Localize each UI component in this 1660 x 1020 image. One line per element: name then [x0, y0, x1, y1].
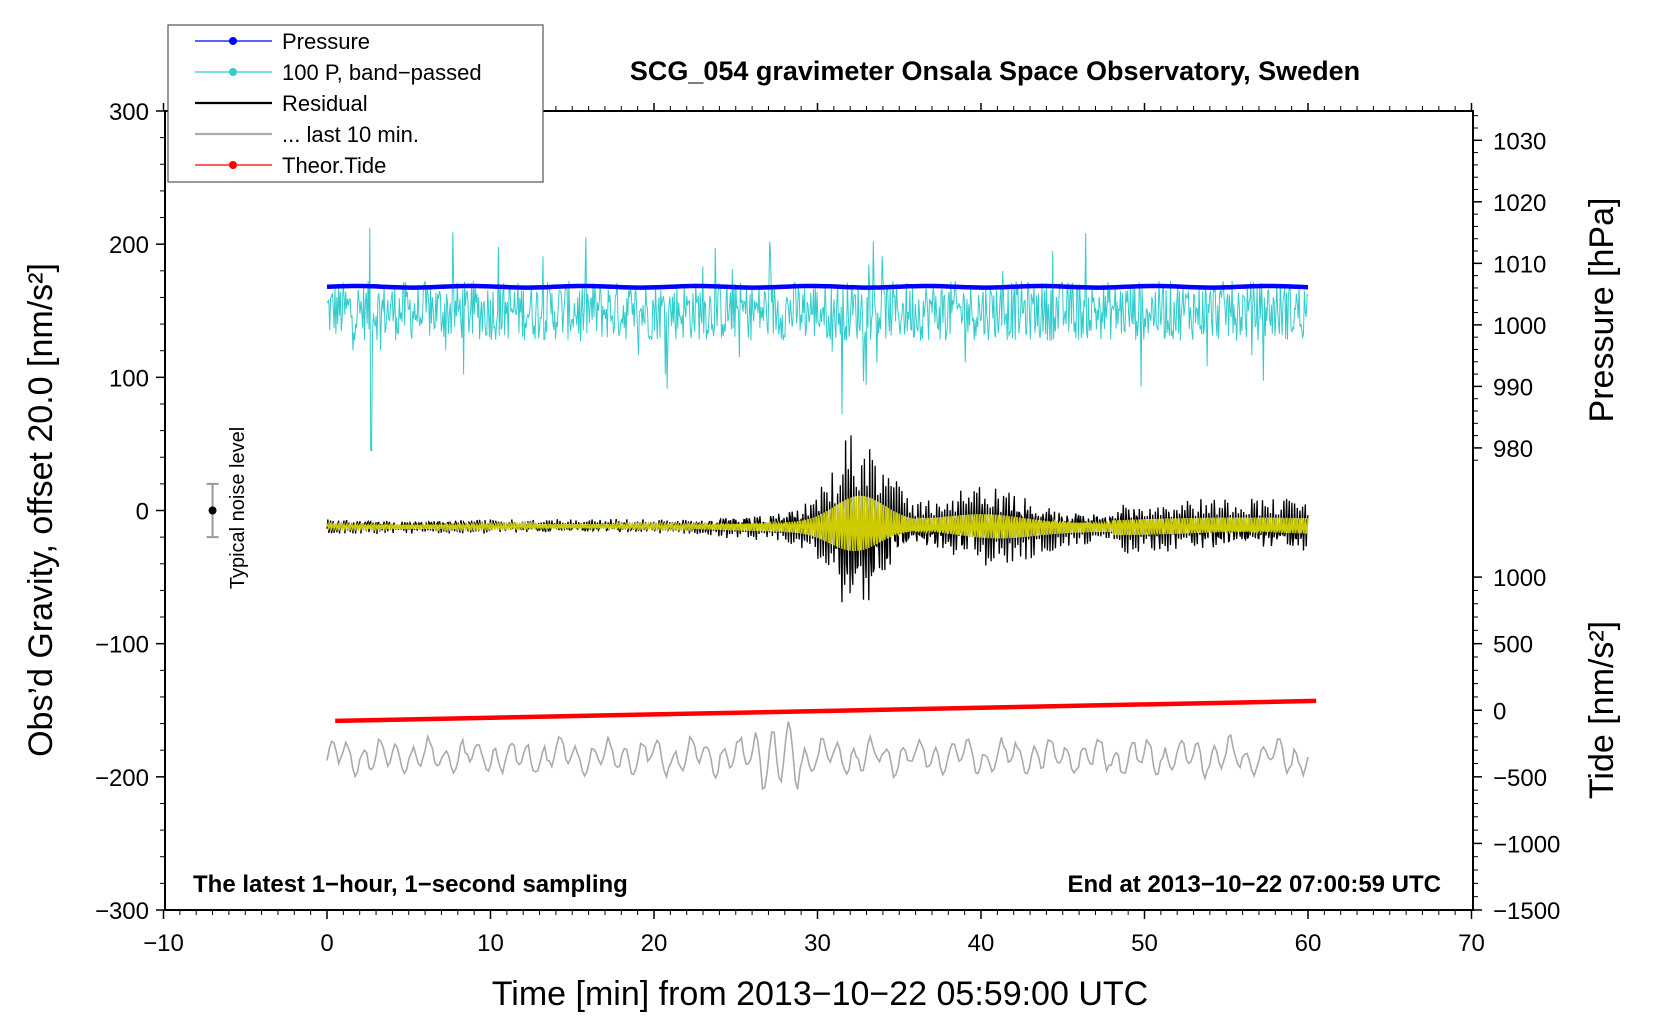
pressure-tick-label: 990	[1493, 374, 1533, 401]
pressure-tick-label: 1000	[1493, 313, 1546, 340]
pressure-tick-label: 1030	[1493, 128, 1546, 155]
series-layer	[326, 228, 1317, 791]
y-axis-title-pressure: Pressure [hPa]	[1583, 198, 1621, 423]
tide-tick-label: 0	[1493, 698, 1506, 725]
legend-label: Residual	[282, 91, 368, 116]
noise-bar-center	[208, 506, 217, 515]
legend: Pressure 100 P, band−passed Residual ... la…	[167, 24, 544, 183]
x-tick-label: 70	[1458, 930, 1485, 957]
tide-tick-label: 1000	[1493, 565, 1546, 592]
noise-indicator	[206, 482, 219, 539]
tide-tick-label: 500	[1493, 632, 1533, 659]
noise-label: Typical noise level	[227, 427, 249, 589]
y-tick-label-left: 100	[109, 365, 149, 392]
x-tick-label: 30	[804, 930, 831, 957]
y-tick-label-left: 300	[109, 99, 149, 126]
series-bandpassed-pressure	[326, 228, 1309, 452]
legend-label: ... last 10 min.	[282, 122, 419, 147]
legend-label: Theor.Tide	[282, 153, 386, 178]
legend-label: 100 P, band−passed	[282, 60, 482, 85]
chart-title: SCG_054 gravimeter Onsala Space Observat…	[630, 56, 1360, 86]
x-tick-label: 0	[320, 930, 333, 957]
y-tick-label-left: 0	[136, 499, 149, 526]
y-tick-label-left: −300	[95, 898, 149, 925]
y-axis-title-left: Obs’d Gravity, offset 20.0 [nm/s²]	[22, 263, 60, 757]
series-pressure	[326, 283, 1309, 290]
pressure-tick-label: 1020	[1493, 190, 1546, 217]
x-tick-label: 20	[641, 930, 668, 957]
x-axis-title: Time [min] from 2013−10−22 05:59:00 UTC	[492, 975, 1148, 1013]
legend-label: Pressure	[282, 29, 370, 54]
x-tick-label: 10	[477, 930, 504, 957]
tide-tick-label: −1500	[1493, 898, 1560, 925]
legend-marker	[229, 37, 237, 45]
x-tick-label: 40	[968, 930, 995, 957]
axes-layer: −10 0 10 20 30 40 50 60 703002001000−100−200−300…	[95, 99, 1560, 957]
annotation-sampling: The latest 1−hour, 1−second sampling	[193, 871, 628, 898]
annotation-end-time: End at 2013−10−22 07:00:59 UTC	[1067, 871, 1441, 898]
y-tick-label-left: −100	[95, 632, 149, 659]
legend-marker	[229, 68, 237, 76]
series-last-10-min	[326, 721, 1309, 791]
tide-tick-label: −500	[1493, 765, 1547, 792]
tide-tick-label: −1000	[1493, 831, 1560, 858]
x-tick-label: 60	[1295, 930, 1322, 957]
y-tick-label-left: 200	[109, 232, 149, 259]
x-tick-label: −10	[143, 930, 184, 957]
x-tick-label: 50	[1131, 930, 1158, 957]
y-tick-label-left: −200	[95, 765, 149, 792]
pressure-tick-label: 980	[1493, 436, 1533, 463]
series-theoretical-tide	[335, 698, 1317, 724]
legend-marker	[229, 161, 237, 169]
pressure-tick-label: 1010	[1493, 251, 1546, 278]
y-axis-title-tide: Tide [nm/s²]	[1583, 621, 1621, 799]
series-residual-filtered	[326, 495, 1309, 552]
